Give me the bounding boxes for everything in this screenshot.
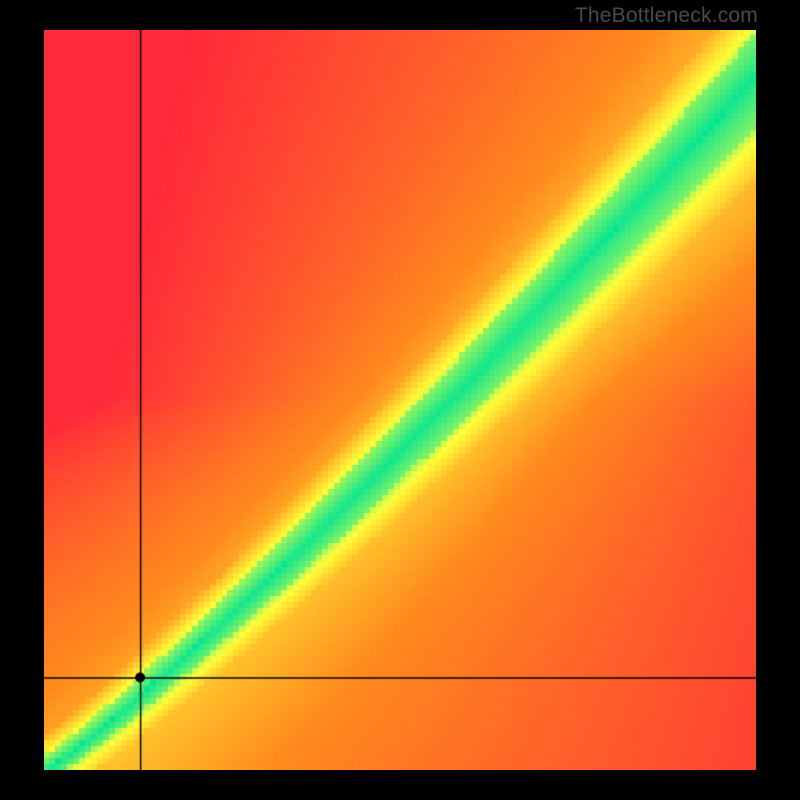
watermark-text: TheBottleneck.com (575, 4, 758, 28)
crosshair-overlay (44, 30, 756, 770)
chart-frame: TheBottleneck.com (0, 0, 800, 800)
